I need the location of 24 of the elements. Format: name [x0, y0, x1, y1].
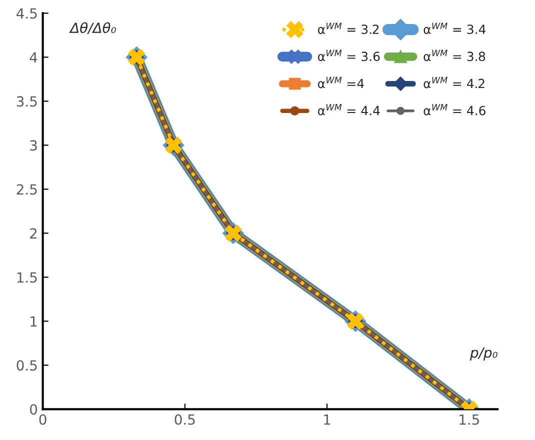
legend-label: α$^{WM}$ = 3.4	[424, 22, 486, 34]
legend-label: α$^{WM}$ = 4.6	[424, 104, 486, 116]
y-tick-label: 1	[30, 316, 37, 326]
x-tick-label: 0	[39, 414, 46, 425]
x-tick-label: 1.5	[460, 414, 479, 425]
y-tick-label: 4.5	[16, 8, 37, 19]
legend-label: α$^{WM}$ = 4.2	[424, 76, 484, 88]
y-tick-label: 4	[30, 52, 38, 62]
y-tick-label: 2	[30, 228, 37, 238]
y-tick-label: 1.5	[17, 272, 37, 283]
legend-label: α$^{WM}$ = 3.2	[318, 22, 379, 34]
y-tick-label: 0.5	[16, 360, 37, 371]
x-axis-title: p/p₀	[470, 347, 498, 360]
legend-label: α$^{WM}$ = 4.4	[318, 104, 380, 116]
legend-label: α$^{WM}$ = 3.6	[318, 50, 380, 62]
y-tick-label: 2.5	[16, 184, 37, 195]
y-tick-label: 0	[30, 404, 38, 415]
y-tick-label: 3	[30, 140, 37, 151]
x-tick-label: 1	[324, 414, 330, 425]
legend-label: α$^{WM}$ =4	[318, 76, 364, 88]
y-tick-label: 3.5	[16, 96, 37, 107]
legend-label: α$^{WM}$ = 3.8	[424, 50, 486, 62]
x-tick-label: 0.5	[174, 414, 195, 425]
y-axis-title: Δθ/Δθ₀	[69, 22, 116, 34]
